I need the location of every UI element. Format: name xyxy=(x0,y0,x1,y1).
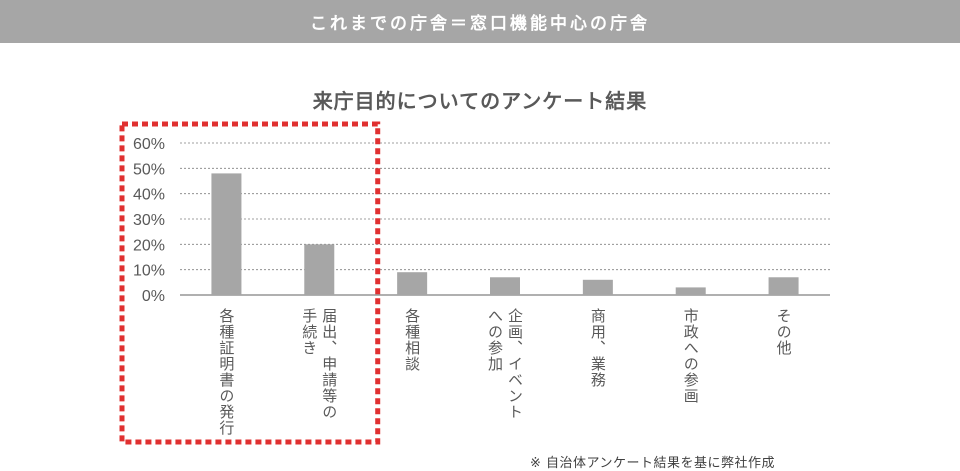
header-banner: これまでの庁舎＝窓口機能中心の庁舎 xyxy=(0,0,960,43)
bar xyxy=(582,279,613,295)
y-tick-label: 50% xyxy=(133,161,165,178)
category-label: 市政への参画 xyxy=(682,308,700,404)
banner-title: これまでの庁舎＝窓口機能中心の庁舎 xyxy=(310,14,650,34)
category-label: 各種相談 xyxy=(403,308,421,372)
bar xyxy=(768,277,799,295)
y-tick-label: 40% xyxy=(133,187,165,204)
bar xyxy=(304,244,335,295)
chart-title: 来庁目的についてのアンケート結果 xyxy=(312,89,648,113)
bar xyxy=(397,272,428,295)
category-label: 企画、イベント xyxy=(506,307,524,420)
y-tick-label: 20% xyxy=(133,237,165,254)
bars xyxy=(211,173,799,295)
category-label: 届出、申請等の xyxy=(320,308,338,420)
bar xyxy=(675,287,706,295)
category-label: 各種証明書の発行 xyxy=(217,308,235,436)
grid-lines xyxy=(180,142,830,296)
y-tick-label: 30% xyxy=(133,212,165,229)
category-label: 手続き xyxy=(300,308,318,356)
y-tick-label: 60% xyxy=(133,136,165,153)
source-note: ※ 自治体アンケート結果を基に弊社作成 xyxy=(530,456,776,471)
y-tick-label: 10% xyxy=(133,263,165,280)
category-label: への参加 xyxy=(486,308,504,372)
bar xyxy=(211,173,242,295)
category-label: その他 xyxy=(775,308,793,356)
highlight-box xyxy=(119,121,381,445)
y-tick-label: 0% xyxy=(142,288,165,305)
category-label: 商用、業務 xyxy=(589,308,607,388)
y-axis-ticks: 0% 10% 20% 30% 40% 50% 60% xyxy=(133,136,165,305)
bar xyxy=(490,277,520,295)
